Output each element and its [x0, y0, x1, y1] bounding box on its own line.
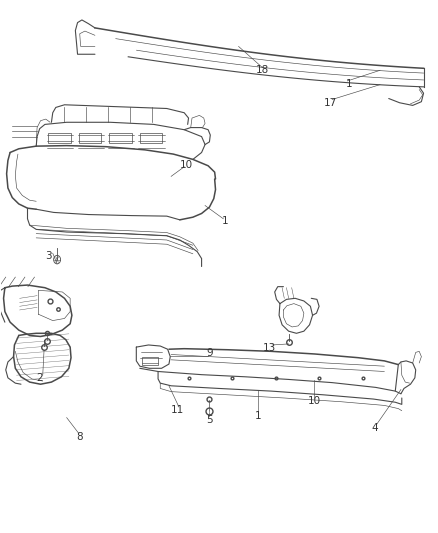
Text: 10: 10: [307, 396, 321, 406]
Text: 1: 1: [255, 411, 261, 421]
Text: 13: 13: [262, 343, 276, 353]
Text: 1: 1: [346, 79, 353, 89]
Text: 8: 8: [76, 432, 83, 442]
Text: 1: 1: [222, 216, 229, 227]
Text: 5: 5: [206, 415, 213, 425]
Text: 2: 2: [36, 373, 43, 383]
Text: 18: 18: [256, 66, 269, 75]
Text: 11: 11: [171, 405, 184, 415]
Text: 3: 3: [45, 251, 52, 261]
Text: 9: 9: [206, 349, 213, 359]
Text: 17: 17: [323, 98, 337, 108]
Text: 10: 10: [180, 160, 193, 169]
Bar: [141, 357, 158, 365]
Text: 4: 4: [371, 423, 378, 433]
